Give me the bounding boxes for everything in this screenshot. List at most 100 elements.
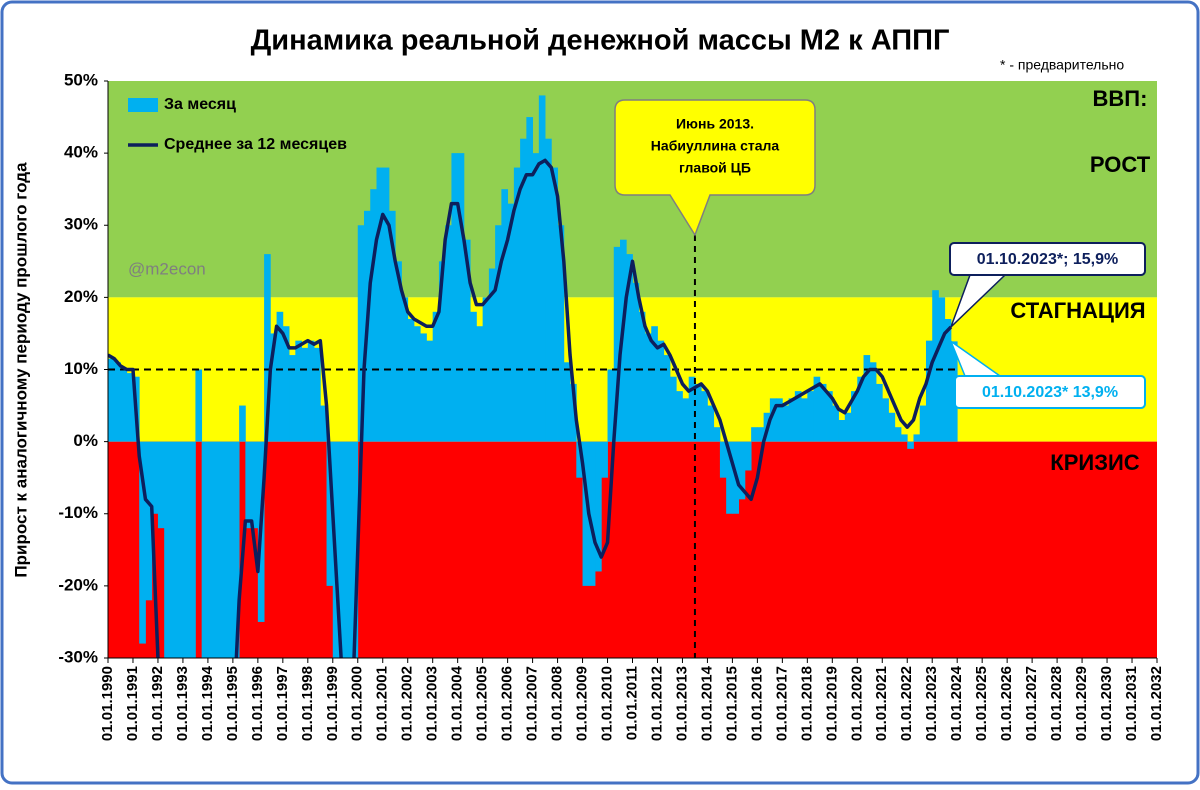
x-tick-label: 01.01.2017 (773, 666, 790, 741)
bar (239, 405, 246, 442)
callout-text: Июнь 2013. (676, 116, 754, 132)
bar (139, 441, 146, 644)
bar (776, 398, 783, 442)
bar (707, 405, 715, 442)
bar (432, 311, 440, 442)
x-tick-label: 01.01.1997 (274, 666, 291, 741)
bar (245, 441, 253, 529)
x-tick-label: 01.01.2027 (1023, 666, 1040, 741)
x-tick-label: 01.01.1999 (324, 666, 341, 741)
x-tick-label: 01.01.2020 (848, 666, 865, 741)
x-tick-label: 01.01.2021 (873, 666, 890, 741)
bar (413, 326, 421, 442)
bar (513, 167, 521, 442)
y-tick-label: 50% (64, 70, 98, 89)
x-tick-label: 01.01.2032 (1148, 666, 1165, 741)
legend-swatch (128, 98, 158, 112)
bar (944, 319, 952, 442)
bar (857, 376, 864, 442)
x-tick-label: 01.01.2001 (374, 666, 391, 741)
bar (557, 225, 565, 442)
bar (807, 391, 814, 442)
bar (214, 441, 221, 658)
y-tick-label: 40% (64, 143, 98, 162)
bar (626, 254, 633, 442)
bar (713, 427, 721, 442)
bar (276, 311, 284, 442)
bar (307, 340, 315, 442)
bar (114, 362, 121, 442)
bar (900, 434, 908, 442)
bar (907, 441, 914, 449)
bar (794, 391, 802, 442)
bar (507, 203, 515, 442)
bar (844, 412, 852, 442)
bar (295, 340, 302, 442)
bar (407, 319, 415, 442)
bar (932, 290, 939, 442)
y-tick-label: 0% (73, 431, 98, 450)
x-tick-label: 01.01.2005 (474, 666, 491, 741)
bar (644, 333, 652, 442)
bar (813, 376, 821, 442)
bar (738, 441, 746, 500)
bar (576, 441, 583, 478)
bar (632, 282, 640, 442)
bar (495, 225, 502, 442)
bar (170, 441, 178, 658)
bar (913, 434, 921, 442)
bar (320, 405, 327, 442)
bar (226, 441, 234, 658)
bar (570, 383, 577, 442)
bar (264, 254, 271, 442)
bar (545, 138, 552, 442)
x-tick-label: 01.01.2028 (1048, 666, 1065, 741)
bar (832, 405, 839, 442)
annotation: 01.10.2023*; 15,9% (977, 251, 1118, 268)
bar (588, 441, 596, 586)
bar (744, 441, 752, 471)
bar (189, 441, 196, 658)
bar (620, 239, 627, 442)
bar (919, 405, 927, 442)
bar (151, 441, 159, 514)
bar (120, 369, 128, 442)
bar (526, 117, 533, 442)
legend-label: Среднее за 12 месяцев (164, 136, 347, 153)
chart-title: Динамика реальной денежной массы М2 к АП… (251, 25, 950, 57)
bar (282, 326, 290, 442)
bar (719, 441, 727, 478)
bar (726, 441, 733, 514)
x-tick-label: 01.01.1995 (224, 666, 241, 741)
x-tick-label: 01.01.1993 (174, 666, 191, 741)
bar (538, 95, 546, 442)
bar (326, 441, 334, 586)
x-tick-label: 01.01.1992 (149, 666, 166, 741)
x-tick-label: 01.01.2009 (574, 666, 591, 741)
bar (701, 391, 708, 442)
bar (463, 239, 471, 442)
x-tick-label: 01.01.2015 (723, 666, 740, 741)
annotation: 01.10.2023* 13,9% (982, 384, 1118, 401)
bar (157, 441, 165, 529)
x-tick-label: 01.01.2008 (549, 666, 566, 741)
bar (607, 369, 615, 442)
bar (882, 398, 889, 442)
x-tick-label: 01.01.2031 (1123, 666, 1140, 741)
x-tick-label: 01.01.2019 (823, 666, 840, 741)
zone-label: СТАГНАЦИЯ (1010, 298, 1145, 323)
x-tick-label: 01.01.2012 (648, 666, 665, 741)
bar (782, 405, 790, 442)
bar (657, 340, 665, 442)
zone-label: РОСТ (1090, 152, 1151, 177)
x-tick-label: 01.01.2016 (748, 666, 765, 741)
callout-text: Набиуллина стала (651, 138, 780, 154)
note: * - предварительно (1000, 57, 1124, 73)
zone-label: КРИЗИС (1050, 450, 1140, 475)
x-tick-label: 01.01.1994 (199, 665, 216, 741)
bar (195, 369, 203, 442)
bar (388, 210, 396, 442)
x-tick-label: 01.01.2026 (998, 666, 1015, 741)
bar (382, 167, 390, 442)
bar (563, 362, 571, 442)
